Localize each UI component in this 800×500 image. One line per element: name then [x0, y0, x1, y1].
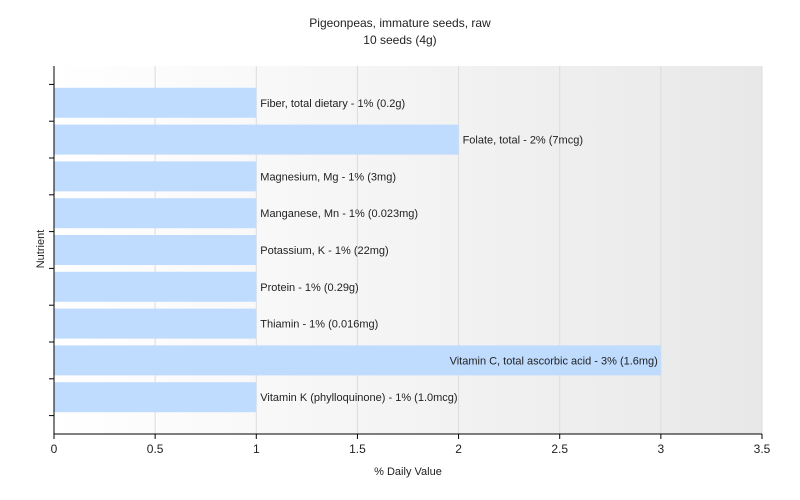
bar	[54, 308, 257, 339]
bar-data-label: Protein - 1% (0.29g)	[260, 282, 358, 294]
bar-data-label: Fiber, total dietary - 1% (0.2g)	[260, 98, 405, 110]
chart-subtitle: 10 seeds (4g)	[363, 33, 437, 47]
bar	[54, 235, 257, 265]
x-tick-label: 2.5	[551, 442, 568, 456]
chart-title: Pigeonpeas, immature seeds, raw	[309, 16, 491, 30]
bar-data-label: Potassium, K - 1% (22mg)	[260, 245, 388, 257]
bar	[54, 382, 257, 413]
x-tick-label: 1	[253, 442, 260, 456]
bar-data-label: Manganese, Mn - 1% (0.023mg)	[260, 208, 418, 220]
x-tick-label: 0	[51, 442, 58, 456]
bar	[54, 161, 257, 192]
bar-data-label: Vitamin C, total ascorbic acid - 3% (1.6…	[450, 355, 658, 367]
y-axis-label: Nutrient	[35, 229, 47, 269]
bar-data-label: Magnesium, Mg - 1% (3mg)	[260, 171, 396, 183]
bar	[54, 87, 257, 118]
x-tick-label: 1.5	[349, 442, 366, 456]
bar	[54, 124, 459, 155]
x-tick-label: 3	[658, 442, 665, 456]
bar	[54, 345, 661, 376]
bar-data-label: Vitamin K (phylloquinone) - 1% (1.0mcg)	[260, 392, 457, 404]
x-tick-label: 3.5	[754, 442, 771, 456]
bar	[54, 198, 257, 229]
x-tick-label: 0.5	[147, 442, 164, 456]
x-axis-label: % Daily Value	[374, 466, 442, 478]
bar-data-label: Thiamin - 1% (0.016mg)	[260, 319, 378, 331]
bar-data-label: Folate, total - 2% (7mcg)	[463, 135, 583, 147]
x-tick-label: 2	[455, 442, 462, 456]
bar	[54, 271, 257, 302]
